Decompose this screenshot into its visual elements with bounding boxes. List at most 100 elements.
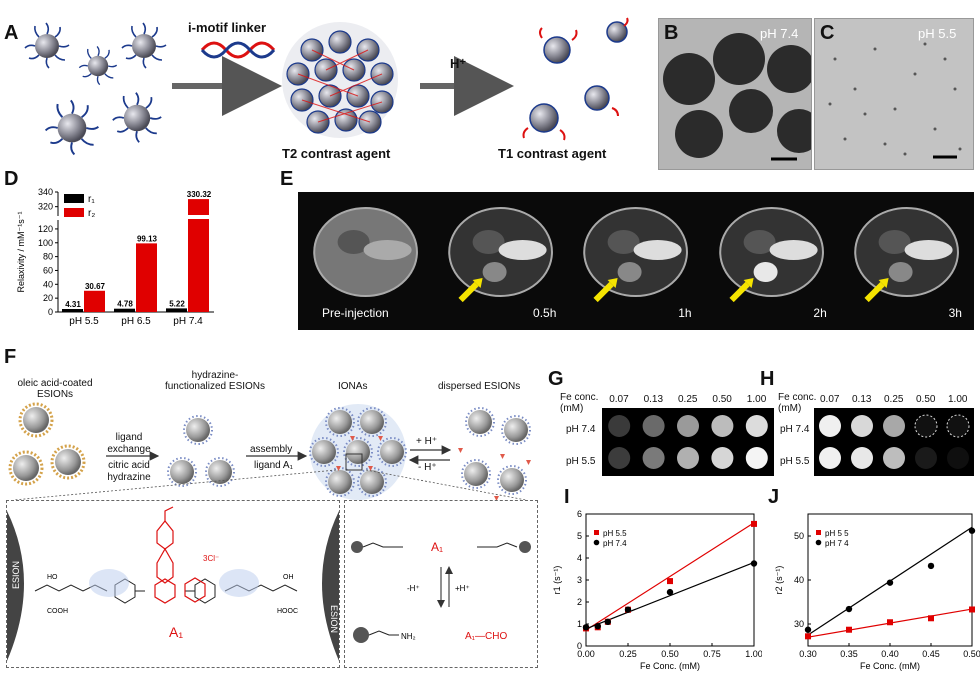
g-header: Fe conc. (mM) — [560, 392, 599, 414]
g-phantom-image — [602, 408, 774, 476]
fit-line — [585, 561, 755, 630]
y-tick-label: 0 — [577, 641, 582, 651]
y-tick-label: 0 — [48, 307, 53, 317]
y-tick-label: 3 — [577, 575, 582, 585]
x-tick-label: 0.50 — [661, 649, 679, 659]
data-point — [624, 606, 632, 613]
tem-image-ph55 — [814, 18, 974, 170]
phantom-well — [946, 414, 970, 438]
bar-r1 — [62, 309, 83, 312]
minus-h-label: - H⁺ — [418, 462, 437, 473]
arrow-head-icon — [878, 278, 889, 288]
axis-break — [54, 216, 62, 220]
data-point — [846, 626, 852, 633]
arrow-icon — [729, 281, 750, 303]
phantom-well — [851, 415, 873, 437]
y-tick-label: 5 — [577, 531, 582, 541]
esion-left-label: ESION — [11, 561, 21, 589]
data-point — [887, 619, 893, 626]
y-tick-label: 40 — [794, 575, 804, 585]
t2-agent-label: T2 contrast agent — [282, 146, 391, 161]
mri-frame: 3h — [839, 192, 974, 330]
mri-timepoint-label: 2h — [813, 306, 827, 320]
data-label: 5.22 — [169, 299, 185, 308]
data-point — [667, 578, 673, 585]
y-tick-label: 120 — [38, 224, 53, 234]
y-tick-label: 80 — [43, 252, 53, 262]
conc-label: 0.50 — [712, 394, 732, 405]
plus-h-label: + H⁺ — [416, 436, 438, 447]
a1-label: A₁ — [169, 624, 183, 640]
conc-label: 0.13 — [852, 394, 872, 405]
y-axis-label: r2 (s⁻¹) — [774, 566, 784, 595]
ligand-a1-label: ligand A₁ — [254, 460, 293, 471]
mri-organ — [769, 240, 818, 260]
legend-marker — [593, 539, 600, 546]
x-tick-label: pH 6.5 — [121, 316, 151, 327]
y-tick-label: 30 — [794, 619, 804, 629]
phantom-well — [642, 415, 665, 437]
y-axis-label: r1 (s⁻¹) — [552, 566, 562, 595]
x-tick-label: pH 5.5 — [69, 316, 99, 327]
mri-tumor — [617, 262, 642, 282]
g-row-ph74: pH 7.4 — [566, 424, 596, 435]
legend-marker — [816, 530, 821, 535]
data-label: 330.32 — [187, 190, 212, 199]
mri-organ — [337, 230, 370, 254]
data-point — [927, 562, 935, 570]
panel-letter-h: H — [760, 368, 775, 390]
phantom-well — [677, 447, 699, 469]
data-label: 4.31 — [65, 300, 81, 309]
legend-marker — [815, 539, 822, 546]
arrow1-top2-label: exchange — [107, 444, 151, 455]
data-point — [751, 520, 757, 527]
mri-organ — [904, 240, 953, 260]
legend-label: pH 7.4 — [603, 539, 627, 548]
cho-label: A₁—CHO — [465, 631, 507, 642]
x-tick-label: 0.00 — [577, 649, 595, 659]
data-point — [968, 527, 976, 534]
mri-frame: 2h — [704, 192, 839, 330]
legend-label: pH 5 5 — [825, 529, 849, 538]
a1-hydrazone-label: A₁ — [431, 540, 443, 554]
mri-organ — [472, 230, 505, 254]
citric-hydrazine-label: citric acid hydrazine — [104, 460, 154, 484]
bar-r1 — [114, 308, 135, 312]
y-tick-label: 60 — [43, 265, 53, 275]
legend-swatch — [64, 208, 84, 217]
phantom-well — [883, 415, 905, 437]
panel-letter-b: B — [664, 22, 679, 44]
y-tick-label: 20 — [43, 293, 53, 303]
ho-label: HO — [47, 574, 58, 581]
mri-timepoint-label: 1h — [678, 306, 692, 320]
phantom-well — [642, 447, 665, 469]
a1-linker-structure: A₁ 3Cl⁻ ESION ESION COOH HO HOOC OH — [7, 506, 339, 661]
h-row-ph74: pH 7.4 — [780, 424, 810, 435]
y-tick-label: 2 — [577, 597, 582, 607]
h-row-ph55: pH 5.5 — [780, 456, 810, 467]
legend-label: r₂ — [88, 208, 95, 219]
g-row-ph55: pH 5.5 — [566, 456, 596, 467]
y-tick-label: 320 — [38, 202, 53, 212]
arrow-icon — [458, 281, 479, 303]
linker-structure-box: A₁ 3Cl⁻ ESION ESION COOH HO HOOC OH — [6, 500, 340, 668]
data-point — [750, 560, 758, 567]
bar-r2 — [188, 199, 209, 312]
panel-letter-f: F — [4, 346, 17, 368]
cooh-label: COOH — [47, 608, 68, 615]
phantom-well — [819, 447, 841, 469]
panel-letter-j: J — [768, 486, 780, 508]
panel-letter-d: D — [4, 168, 19, 190]
h-header: Fe conc. (mM) — [778, 392, 817, 414]
bar-r1 — [166, 308, 187, 312]
legend-label: r₁ — [88, 194, 95, 205]
panel-letter-a: A — [4, 22, 19, 44]
data-point — [582, 624, 590, 631]
y-tick-label: 6 — [577, 509, 582, 519]
acid-minus-label: -H⁺ — [407, 584, 420, 593]
hydrazone-equilibrium-box: A₁ -H⁺ +H⁺ NH₂ A₁—CHO — [344, 500, 538, 668]
mri-time-series: Pre-injection 0.5h 1h 2h 3h — [298, 192, 974, 330]
legend-label: pH 7 4 — [825, 539, 849, 548]
mri-organ — [498, 240, 547, 260]
mri-timepoint-label: 0.5h — [533, 306, 557, 320]
